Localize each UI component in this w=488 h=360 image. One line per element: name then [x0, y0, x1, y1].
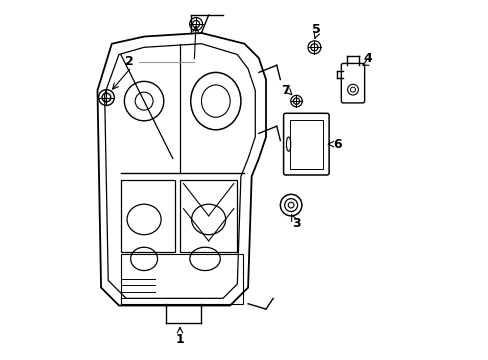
Text: 6: 6	[333, 138, 341, 150]
Text: 7: 7	[280, 84, 289, 97]
Bar	[121, 180, 174, 252]
Bar	[121, 253, 242, 304]
Text: 2: 2	[125, 55, 134, 68]
Bar	[289, 120, 322, 168]
Text: 5: 5	[311, 23, 320, 36]
Text: 1: 1	[175, 333, 184, 346]
Text: 4: 4	[363, 51, 372, 64]
Text: 3: 3	[292, 216, 300, 230]
Bar	[180, 180, 237, 252]
